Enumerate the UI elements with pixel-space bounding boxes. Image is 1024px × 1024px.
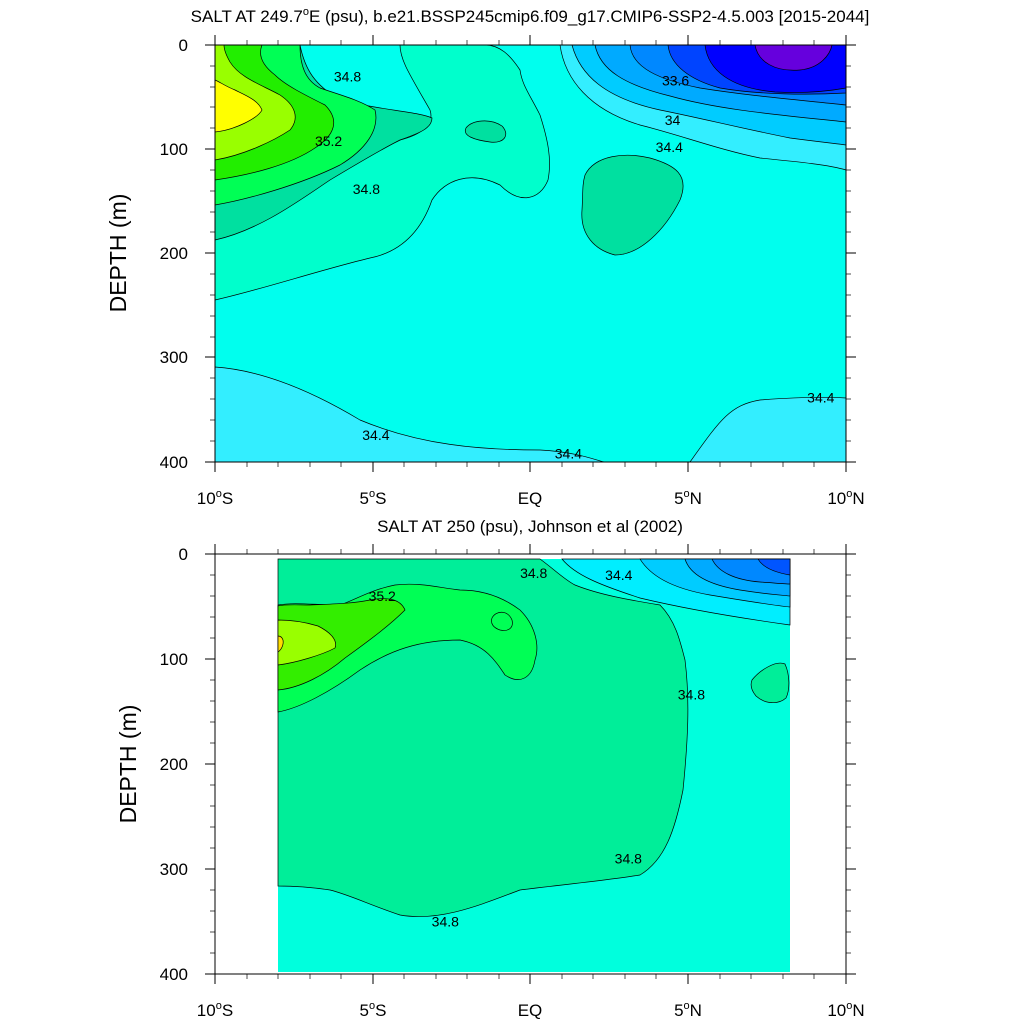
bottom-xtick-label: 10oS [197, 1000, 233, 1020]
top-fill-lens [581, 154, 684, 256]
bottom-ytick-label: 300 [160, 860, 188, 879]
bottom-fill-lens-east [750, 662, 790, 703]
contour-label: 34.4 [362, 427, 389, 443]
contour-label: 34.8 [432, 914, 459, 930]
bottom-fill-tongue-4 [277, 635, 284, 653]
contour-label: 34.8 [678, 687, 705, 703]
contour-label: 35.2 [369, 588, 396, 604]
top-ytick-label: 100 [160, 140, 188, 159]
bottom-xtick-label: 5oS [360, 1000, 387, 1020]
top-fill-right-7 [754, 44, 833, 71]
bottom-minor-ticks [210, 549, 851, 979]
contour-label: 34 [665, 112, 681, 128]
contour-label: 34.4 [807, 389, 834, 405]
top-xtick-label: 10oS [197, 488, 233, 508]
contour-label: 34.4 [656, 139, 683, 155]
top-major-ticks [205, 35, 856, 472]
bottom-ytick-label: 400 [160, 965, 188, 984]
top-fill-bottom-band [214, 366, 847, 463]
bottom-major-ticks [205, 544, 856, 984]
bottom-panel: SALT AT 250 (psu), Johnson et al (2002) [115, 517, 865, 1020]
bottom-fill-tongue-3 [277, 619, 336, 666]
top-title: SALT AT 249.7oE (psu), b.e21.BSSP245cmip… [191, 6, 870, 26]
top-panel: SALT AT 249.7oE (psu), b.e21.BSSP245cmip… [105, 6, 869, 508]
contour-label: 34.4 [605, 567, 632, 583]
bottom-ylabel: DEPTH (m) [115, 705, 141, 824]
top-ylabel: DEPTH (m) [105, 194, 131, 313]
top-ytick-label: 400 [160, 453, 188, 472]
contour-label: 34.8 [520, 565, 547, 581]
contour-label: 35.2 [315, 133, 342, 149]
bottom-fill-tongue-2 [277, 598, 406, 691]
top-ytick-label: 300 [160, 348, 188, 367]
top-xtick-label: 5oS [360, 488, 387, 508]
contour-label: 34.8 [334, 68, 361, 84]
bottom-fill-ne-5 [757, 558, 791, 576]
top-fill-tongue-6 [214, 79, 263, 133]
bottom-ytick-label: 0 [179, 545, 188, 564]
bottom-xtick-label: 10oN [827, 1000, 864, 1020]
bottom-title: SALT AT 250 (psu), Johnson et al (2002) [377, 517, 683, 536]
contour-label: 34.8 [615, 851, 642, 867]
bottom-plot-area [277, 558, 791, 972]
top-plot-area [214, 44, 847, 463]
bottom-xtick-label: EQ [518, 1001, 543, 1020]
top-xtick-label: EQ [518, 489, 543, 508]
top-xtick-label: 5oN [674, 488, 702, 508]
contour-label: 33.6 [662, 72, 689, 88]
top-contour-labels: 34.8 35.2 34.8 33.6 34 34.4 34.4 34.4 34.4 [315, 68, 835, 461]
top-xtick-label: 10oN [827, 488, 864, 508]
bottom-xtick-label: 5oN [674, 1000, 702, 1020]
top-axes: 0 100 200 300 400 10oS 5oS EQ 5oN 10oN D… [105, 35, 865, 508]
bottom-fill-eddy [491, 611, 513, 631]
top-ytick-label: 0 [179, 36, 188, 55]
bottom-axes: 0 100 200 300 400 10oS 5oS EQ 5oN 10oN D… [115, 544, 865, 1020]
contour-label: 34.8 [353, 181, 380, 197]
bottom-contour-labels: 35.2 34.8 34.4 34.8 34.8 34.8 [369, 565, 706, 930]
contour-label: 34.4 [555, 446, 582, 462]
top-fill-eddy [464, 120, 507, 143]
bottom-ytick-label: 100 [160, 650, 188, 669]
bottom-ytick-label: 200 [160, 755, 188, 774]
top-minor-ticks [210, 40, 851, 467]
top-ytick-label: 200 [160, 244, 188, 263]
